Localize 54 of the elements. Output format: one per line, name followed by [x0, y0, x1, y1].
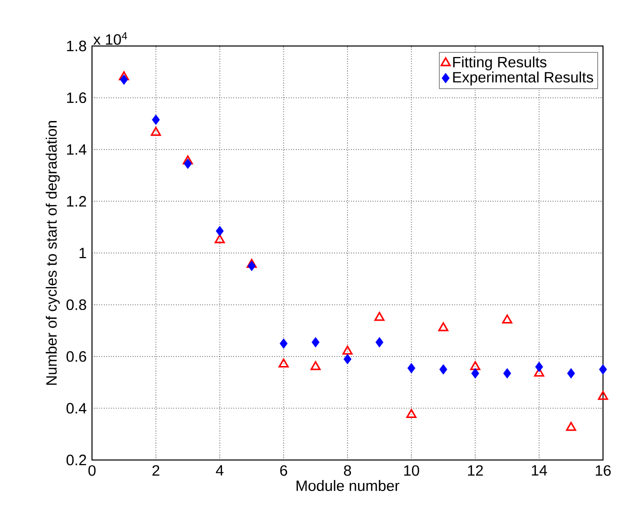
x-tick-label: 8 — [344, 465, 352, 476]
point — [599, 364, 607, 375]
point — [439, 364, 448, 375]
y-tick-label: 1.2 — [67, 196, 86, 206]
y-tick-label: 1.8 — [67, 40, 86, 52]
x-tick-label: 0 — [88, 465, 96, 476]
point — [342, 346, 353, 355]
legend-label: Fitting Results — [453, 56, 546, 70]
point — [216, 226, 224, 236]
point — [312, 337, 320, 348]
point — [118, 71, 130, 80]
legend-label: Experimental Results — [453, 72, 594, 86]
y-tick-label: 0.4 — [66, 402, 86, 414]
point — [598, 390, 608, 400]
x-tick-label: 2 — [152, 465, 160, 476]
point — [214, 234, 225, 244]
x-tick-label: 4 — [216, 465, 224, 476]
point — [566, 422, 576, 431]
y-tick-label: 1.6 — [67, 92, 86, 104]
point — [246, 258, 257, 268]
x-tick-label: 14 — [532, 465, 548, 476]
point — [438, 322, 448, 332]
point — [502, 314, 512, 324]
point — [278, 358, 289, 368]
x-tick-label: 6 — [280, 465, 288, 476]
point — [310, 361, 321, 370]
point — [280, 338, 288, 349]
y-axis-title: Number of cycles to start of degradation — [46, 121, 60, 385]
y-tick-label: 1.4 — [67, 144, 86, 155]
point — [152, 114, 160, 125]
y-tick-label: 0.2 — [66, 454, 86, 466]
point — [182, 155, 193, 164]
point — [406, 408, 416, 418]
point — [471, 368, 480, 379]
point — [248, 260, 256, 272]
text: x 10$^{4}$ — [93, 32, 128, 45]
x-tick-label: 16 — [596, 465, 611, 476]
point — [407, 362, 416, 374]
y-tick-label: 0.6 — [66, 351, 86, 362]
y-tick-label: 0.8 — [66, 299, 86, 310]
point — [344, 354, 352, 364]
point — [184, 158, 192, 169]
point — [374, 312, 385, 321]
point — [120, 74, 128, 85]
point — [567, 368, 576, 379]
point — [503, 368, 512, 379]
point — [470, 361, 480, 370]
x-tick-label: 10 — [404, 465, 420, 476]
y-tick-label: 1 — [80, 248, 86, 258]
x-tick-label: 12 — [468, 465, 483, 476]
x-axis-title: Module number — [296, 480, 400, 492]
point — [535, 362, 544, 372]
point — [375, 337, 384, 348]
point — [150, 126, 161, 136]
